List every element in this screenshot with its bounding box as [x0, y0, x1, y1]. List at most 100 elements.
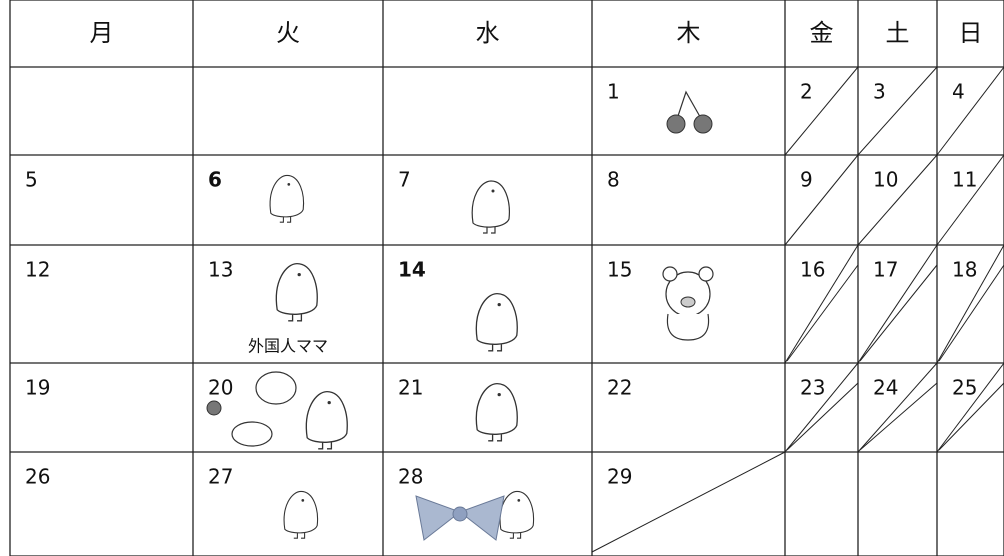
- chick-icon: [499, 490, 535, 539]
- date: 15: [607, 258, 632, 282]
- chick-body: [305, 390, 348, 443]
- date: 2: [800, 80, 813, 104]
- chick-body: [471, 180, 510, 228]
- day-header: 日: [959, 19, 983, 47]
- bear-nose: [680, 296, 696, 308]
- diagonal: [859, 264, 938, 362]
- chick-eye: [497, 392, 501, 397]
- diagonal: [857, 362, 938, 453]
- chick-feet: [488, 344, 503, 352]
- date: 6: [208, 168, 222, 192]
- diagonal: [784, 66, 859, 156]
- date: 29: [607, 465, 632, 489]
- chick-icon: [305, 390, 348, 450]
- diagonal: [784, 362, 859, 453]
- day-header: 火: [276, 19, 300, 47]
- cherry: [693, 114, 713, 134]
- diagonal: [936, 362, 1004, 453]
- chick-icon: [475, 382, 518, 442]
- diagonal: [938, 382, 1004, 451]
- chick-body: [283, 490, 319, 534]
- date: 5: [25, 168, 38, 192]
- date: 11: [952, 168, 977, 192]
- diagonal: [936, 244, 1004, 364]
- date: 7: [398, 168, 411, 192]
- diagonal: [591, 451, 786, 553]
- date: 25: [952, 376, 977, 400]
- date: 28: [398, 465, 423, 489]
- date: 8: [607, 168, 620, 192]
- chick-body: [475, 292, 518, 345]
- day-header: 月: [90, 19, 114, 47]
- chick-eye: [327, 400, 331, 405]
- chick-icon: [275, 262, 318, 322]
- date: 22: [607, 376, 632, 400]
- diagonal: [784, 244, 859, 364]
- note: 外国人ママ: [248, 337, 328, 356]
- date: 9: [800, 168, 813, 192]
- diagonal: [784, 154, 859, 246]
- date: 24: [873, 376, 898, 400]
- day-header: 土: [886, 19, 910, 47]
- bow-knot: [452, 506, 468, 522]
- day-header: 木: [677, 19, 701, 47]
- date: 26: [25, 465, 50, 489]
- day-header: 金: [810, 19, 834, 47]
- chick-feet: [488, 434, 503, 442]
- diagonal: [938, 264, 1004, 362]
- chick-icon: [283, 490, 319, 539]
- bear-ear: [698, 266, 714, 282]
- chick-feet: [509, 532, 522, 539]
- chick-eye: [517, 499, 521, 502]
- chick-icon: [475, 292, 518, 352]
- chick-eye: [297, 272, 301, 277]
- bird: [231, 421, 273, 447]
- chick-eye: [491, 189, 495, 193]
- chick-eye: [287, 183, 291, 186]
- date: 10: [873, 168, 898, 192]
- diagonal: [936, 66, 1004, 156]
- chick-icon: [269, 174, 305, 223]
- chick-feet: [293, 532, 306, 539]
- chick-feet: [318, 442, 333, 450]
- date: 4: [952, 80, 965, 104]
- date: 23: [800, 376, 825, 400]
- chick-feet: [288, 314, 303, 322]
- date: 14: [398, 258, 426, 282]
- diagonal: [936, 154, 1004, 246]
- date: 19: [25, 376, 50, 400]
- date: 27: [208, 465, 233, 489]
- date: 13: [208, 258, 233, 282]
- diagonal: [857, 154, 938, 246]
- bear-ear: [662, 266, 678, 282]
- date: 18: [952, 258, 977, 282]
- clover: [206, 400, 222, 416]
- diagonal: [859, 382, 938, 451]
- diagonal: [786, 264, 859, 362]
- cherry: [666, 114, 686, 134]
- date: 17: [873, 258, 898, 282]
- date: 12: [25, 258, 50, 282]
- chick-icon: [471, 180, 510, 234]
- chick-body: [475, 382, 518, 435]
- chick-body: [499, 490, 535, 534]
- cherry-stem: [675, 90, 704, 123]
- date: 21: [398, 376, 423, 400]
- date: 1: [607, 80, 620, 104]
- bow: [415, 495, 505, 541]
- chick-body: [275, 262, 318, 315]
- diagonal: [857, 244, 938, 364]
- chick-eye: [301, 499, 305, 502]
- day-header: 水: [476, 19, 500, 47]
- chick-feet: [483, 227, 496, 234]
- date: 16: [800, 258, 825, 282]
- chick-eye: [497, 302, 501, 307]
- chick-body: [269, 174, 305, 218]
- date: 20: [208, 376, 233, 400]
- diagonal: [857, 66, 938, 156]
- diagonal: [786, 382, 859, 451]
- bear-body: [666, 313, 710, 341]
- bird: [255, 371, 297, 405]
- date: 3: [873, 80, 886, 104]
